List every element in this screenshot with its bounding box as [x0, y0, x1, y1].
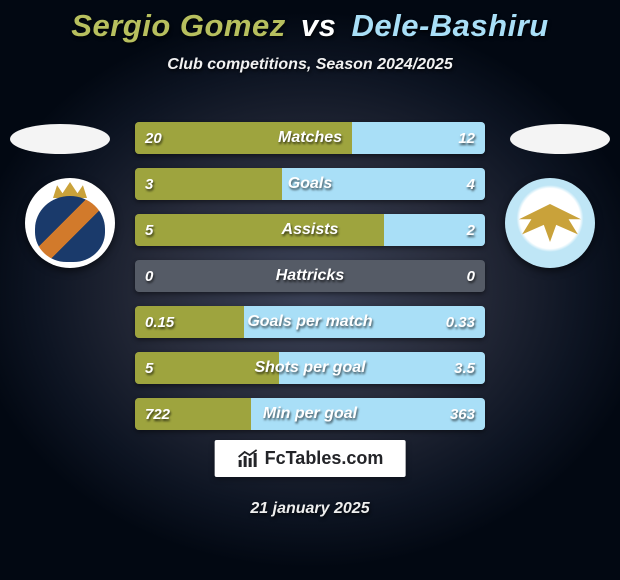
player1-club-crest	[20, 178, 120, 268]
stat-right-fill	[352, 122, 485, 154]
player2-club-crest	[500, 178, 600, 268]
stat-row: 0.150.33Goals per match	[135, 306, 485, 338]
stat-right-fill	[384, 214, 486, 246]
stat-left-value: 0	[135, 260, 163, 292]
stat-right-fill	[244, 306, 486, 338]
brand-chart-icon	[237, 449, 259, 469]
stat-row: 53.5Shots per goal	[135, 352, 485, 384]
brand-text: FcTables.com	[265, 448, 384, 469]
subtitle: Club competitions, Season 2024/2025	[0, 56, 620, 74]
player1-photo-placeholder	[10, 124, 110, 154]
stat-row: 722363Min per goal	[135, 398, 485, 430]
stat-right-fill	[282, 168, 485, 200]
stat-right-fill	[251, 398, 486, 430]
stat-row: 52Assists	[135, 214, 485, 246]
stat-right-value: 0	[457, 260, 485, 292]
brand-badge: FcTables.com	[215, 440, 406, 477]
stat-row: 2012Matches	[135, 122, 485, 154]
stat-left-fill	[135, 398, 251, 430]
player1-name: Sergio Gomez	[71, 8, 285, 43]
stat-bars: 2012Matches 34Goals 52Assists 0 0Hattricks 0.…	[135, 122, 485, 444]
stat-left-fill	[135, 306, 244, 338]
vs-label: vs	[301, 8, 336, 43]
player2-photo-placeholder	[510, 124, 610, 154]
stat-left-fill	[135, 352, 279, 384]
stat-left-fill	[135, 214, 384, 246]
comparison-card: Sergio Gomez vs Dele-Bashiru Club compet…	[0, 0, 620, 580]
player2-name: Dele-Bashiru	[351, 8, 548, 43]
stat-row: 34Goals	[135, 168, 485, 200]
page-title: Sergio Gomez vs Dele-Bashiru	[0, 0, 620, 44]
stat-left-fill	[135, 122, 352, 154]
stat-left-fill	[135, 168, 282, 200]
stat-row: 0 0Hattricks	[135, 260, 485, 292]
date-label: 21 january 2025	[0, 500, 620, 518]
stat-right-fill	[279, 352, 486, 384]
stat-label: Hattricks	[135, 260, 485, 292]
